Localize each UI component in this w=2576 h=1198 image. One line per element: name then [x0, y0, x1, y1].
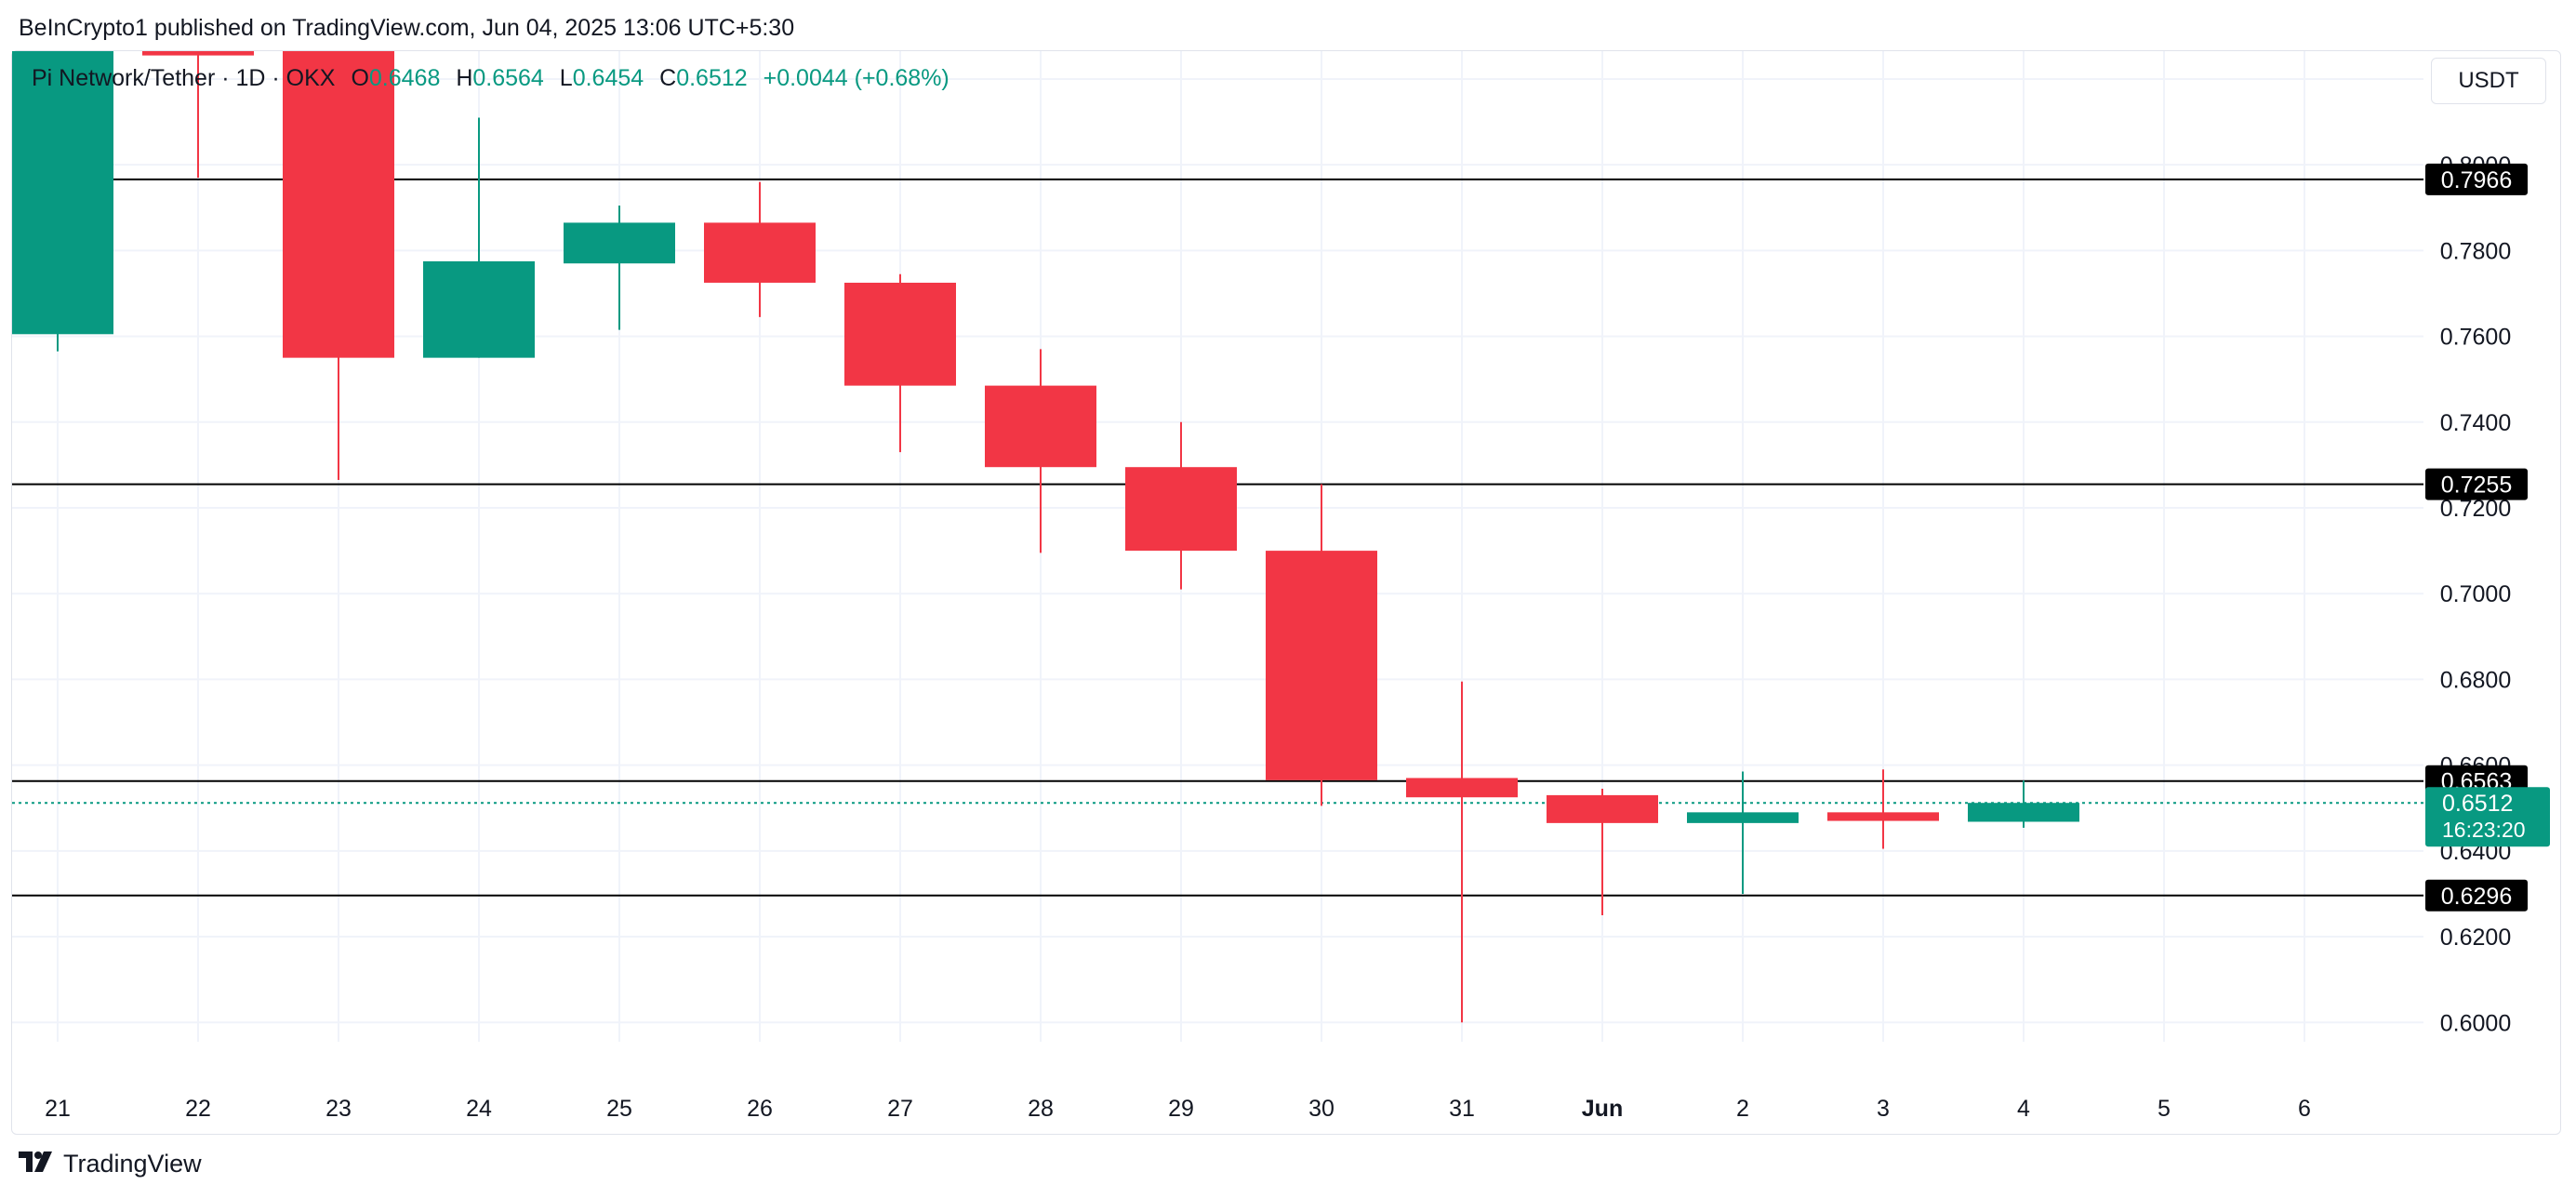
level-label-text: 0.6296: [2441, 884, 2512, 910]
legend-symbol[interactable]: Pi Network/Tether · 1D · OKX: [32, 65, 336, 91]
legend-high-label: H: [456, 65, 473, 91]
candle-body: [985, 385, 1096, 468]
candle-body: [1687, 812, 1799, 823]
y-tick-label: 0.6000: [2440, 1010, 2511, 1036]
level-label-0.7966: 0.7966: [2425, 163, 2528, 195]
candle-24[interactable]: [423, 117, 535, 358]
candle-23[interactable]: [283, 45, 394, 481]
last-price-text: 0.6512: [2442, 791, 2513, 817]
level-label-text: 0.7966: [2441, 167, 2512, 193]
x-tick-label: Jun: [1582, 1096, 1623, 1122]
candle-body: [1125, 467, 1237, 552]
x-tick-label: 3: [1877, 1096, 1890, 1122]
x-tick-label: 28: [1028, 1096, 1054, 1122]
level-label-0.6296: 0.6296: [2425, 879, 2528, 912]
x-tick-label: 2: [1736, 1096, 1749, 1122]
published-by-line: BeInCrypto1 published on TradingView.com…: [19, 15, 795, 41]
y-tick-label: 0.6800: [2440, 667, 2511, 693]
tradingview-logo-icon: [19, 1150, 56, 1178]
candle-body: [844, 282, 956, 386]
level-label-bg: [2425, 163, 2528, 195]
legend-open-label: O: [351, 65, 369, 91]
y-tick-label: 0.7000: [2440, 581, 2511, 607]
level-label-bg: [2425, 879, 2528, 912]
y-tick-label: 0.7400: [2440, 410, 2511, 436]
x-tick-label: 24: [466, 1096, 492, 1122]
candle-31[interactable]: [1406, 681, 1518, 1023]
level-label-0.7255: 0.7255: [2425, 468, 2528, 500]
legend-close-label: C: [659, 65, 677, 91]
candle-2[interactable]: [1687, 771, 1799, 894]
candles: [2, 36, 2079, 1023]
x-tick-label: 26: [747, 1096, 773, 1122]
candle-body: [1968, 803, 2079, 822]
x-tick-label: 4: [2017, 1096, 2030, 1122]
candle-body: [1406, 778, 1518, 798]
candle-27[interactable]: [844, 273, 956, 453]
x-tick-label: 21: [45, 1096, 71, 1122]
level-label-text: 0.7255: [2441, 473, 2512, 499]
candle-28[interactable]: [985, 349, 1096, 553]
candle-25[interactable]: [564, 205, 675, 330]
candle-26[interactable]: [704, 181, 816, 317]
candle-body: [704, 222, 816, 283]
candle-body: [564, 222, 675, 264]
currency-button[interactable]: USDT: [2431, 58, 2546, 104]
candle-Jun[interactable]: [1547, 788, 1658, 915]
x-tick-label: 6: [2298, 1096, 2311, 1122]
tradingview-brand: TradingView: [19, 1150, 202, 1178]
y-tick-label: 0.6200: [2440, 925, 2511, 951]
candle-body: [1547, 794, 1658, 823]
x-tick-label: 30: [1308, 1096, 1334, 1122]
legend-low-label: L: [559, 65, 573, 91]
x-tick-label: 5: [2158, 1096, 2171, 1122]
x-tick-label: 31: [1449, 1096, 1475, 1122]
last-price-bg: [2425, 787, 2550, 847]
legend-high-value: 0.6564: [472, 65, 544, 91]
x-axis-ticks: 21 22 23 24 25 26 27 28 29 30 31 Jun 2 3 4 5 6: [45, 1096, 2311, 1122]
chart-frame: [11, 50, 2561, 1135]
x-tick-label: 23: [325, 1096, 352, 1122]
x-tick-label: 22: [185, 1096, 211, 1122]
x-tick-label: 29: [1168, 1096, 1194, 1122]
candle-body: [1827, 812, 1939, 821]
y-tick-label: 0.7800: [2440, 238, 2511, 264]
candle-body: [423, 260, 535, 358]
legend-change: +0.0044 (+0.68%): [763, 65, 949, 91]
ohlc-legend: Pi Network/Tether · 1D · OKX O0.6468 H0.…: [32, 65, 949, 92]
candle-body: [283, 51, 394, 358]
candle-body: [1266, 551, 1377, 780]
candle-22[interactable]: [142, 36, 254, 179]
candle-30[interactable]: [1266, 484, 1377, 806]
candle-29[interactable]: [1125, 421, 1237, 590]
countdown-text: 16:23:20: [2442, 818, 2526, 842]
candle-body: [142, 51, 254, 56]
x-tick-label: 27: [887, 1096, 913, 1122]
tradingview-wordmark: TradingView: [63, 1150, 202, 1178]
legend-close-value: 0.6512: [676, 65, 748, 91]
x-tick-label: 25: [606, 1096, 632, 1122]
horizontal-levels: [12, 178, 2423, 897]
y-tick-label: 0.7200: [2440, 496, 2511, 522]
candle-4[interactable]: [1968, 780, 2079, 828]
candle-3[interactable]: [1827, 769, 1939, 849]
grid: [12, 51, 2423, 1042]
candle-body: [12, 51, 113, 335]
candle-21[interactable]: [2, 36, 113, 352]
legend-low-value: 0.6454: [572, 65, 644, 91]
legend-open-value: 0.6468: [368, 65, 441, 91]
level-label-bg: [2425, 468, 2528, 500]
y-tick-label: 0.7600: [2440, 325, 2511, 351]
